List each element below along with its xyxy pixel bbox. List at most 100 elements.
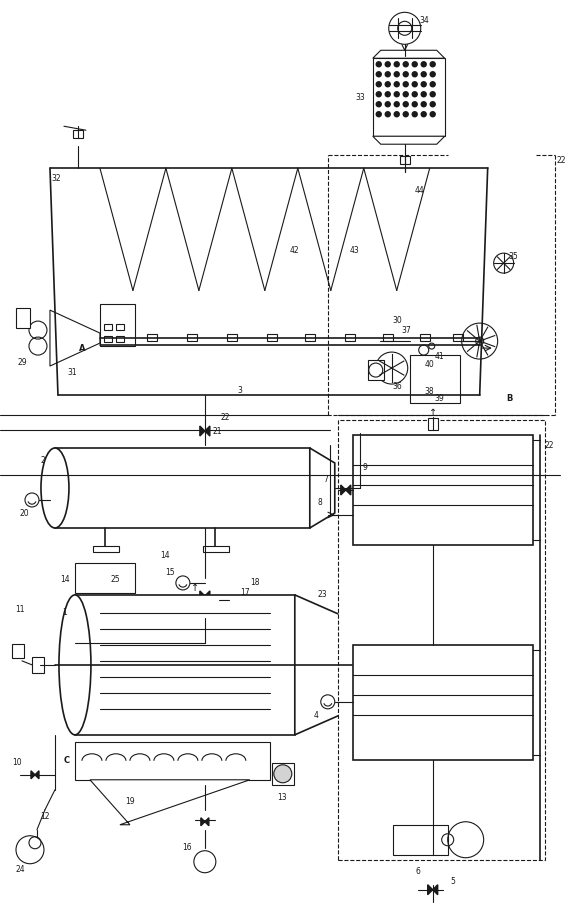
Circle shape (376, 72, 381, 76)
Circle shape (385, 72, 390, 76)
Circle shape (394, 92, 399, 97)
Circle shape (421, 92, 426, 97)
Bar (116, 324, 124, 330)
Bar (428, 418, 438, 430)
Circle shape (376, 62, 381, 66)
Circle shape (403, 72, 408, 76)
Circle shape (412, 62, 417, 66)
Circle shape (376, 111, 381, 117)
Circle shape (394, 111, 399, 117)
Text: 23: 23 (318, 590, 328, 600)
Text: 25: 25 (110, 576, 120, 585)
Polygon shape (433, 885, 438, 894)
Bar (75, 595, 295, 735)
Polygon shape (373, 136, 445, 145)
Text: 38: 38 (425, 387, 434, 395)
Circle shape (421, 82, 426, 87)
Polygon shape (205, 818, 209, 826)
Text: C: C (64, 756, 70, 765)
Text: 14: 14 (60, 576, 70, 585)
Text: 16: 16 (182, 844, 192, 852)
Text: 2: 2 (41, 456, 45, 464)
Text: 20: 20 (19, 509, 29, 519)
Bar (104, 324, 112, 330)
Bar (104, 336, 112, 342)
Circle shape (412, 111, 417, 117)
Text: 9: 9 (362, 463, 367, 472)
Circle shape (421, 101, 426, 107)
Bar (55, 448, 310, 528)
Polygon shape (90, 780, 250, 824)
Circle shape (403, 82, 408, 87)
Text: 35: 35 (509, 251, 519, 261)
Text: 5: 5 (450, 877, 455, 886)
Bar (267, 334, 277, 341)
Text: 17: 17 (240, 589, 249, 598)
Text: 36: 36 (393, 381, 403, 391)
Text: 19: 19 (125, 798, 135, 806)
Ellipse shape (59, 595, 91, 735)
Text: 7: 7 (323, 475, 328, 484)
Circle shape (274, 764, 292, 783)
Text: 29: 29 (17, 357, 27, 367)
Bar (410, 356, 460, 403)
Text: B: B (506, 393, 513, 402)
Polygon shape (35, 771, 39, 779)
Circle shape (385, 62, 390, 66)
Bar (305, 334, 315, 341)
Bar (12, 644, 24, 658)
Circle shape (430, 111, 435, 117)
Text: 1: 1 (62, 609, 67, 617)
Polygon shape (373, 51, 445, 58)
Polygon shape (341, 485, 346, 495)
Bar (227, 334, 237, 341)
Circle shape (421, 111, 426, 117)
Circle shape (385, 82, 390, 87)
Bar (113, 334, 123, 341)
Circle shape (430, 92, 435, 97)
Circle shape (421, 72, 426, 76)
Circle shape (376, 92, 381, 97)
Bar (452, 334, 463, 341)
Bar (383, 334, 393, 341)
Polygon shape (205, 426, 210, 436)
Circle shape (385, 92, 390, 97)
Polygon shape (295, 595, 352, 735)
Text: 33: 33 (356, 93, 366, 101)
Bar (272, 763, 294, 785)
Ellipse shape (41, 448, 69, 528)
Text: 14: 14 (160, 552, 170, 561)
Circle shape (403, 101, 408, 107)
Text: 12: 12 (40, 812, 50, 822)
Text: 41: 41 (435, 352, 445, 360)
Bar (353, 435, 532, 545)
Bar (73, 130, 83, 138)
Bar (187, 334, 197, 341)
Bar (345, 334, 355, 341)
Circle shape (394, 82, 399, 87)
Circle shape (376, 101, 381, 107)
Bar (100, 304, 135, 346)
Bar (116, 336, 124, 342)
Text: 32: 32 (51, 174, 61, 182)
Bar (400, 157, 410, 164)
Circle shape (376, 82, 381, 87)
Text: 22: 22 (545, 440, 555, 449)
Bar (203, 546, 229, 552)
Text: 13: 13 (277, 793, 287, 802)
Circle shape (412, 82, 417, 87)
Circle shape (385, 101, 390, 107)
Text: 24: 24 (15, 865, 25, 874)
Polygon shape (205, 591, 210, 600)
Text: A: A (79, 344, 85, 353)
Bar (399, 56, 411, 64)
Circle shape (403, 92, 408, 97)
Text: 43: 43 (350, 246, 359, 254)
Circle shape (412, 92, 417, 97)
Circle shape (430, 101, 435, 107)
Text: 3: 3 (238, 386, 242, 394)
Bar (75, 741, 270, 780)
Text: 34: 34 (420, 16, 430, 25)
Bar (373, 58, 445, 136)
Bar (75, 563, 135, 593)
